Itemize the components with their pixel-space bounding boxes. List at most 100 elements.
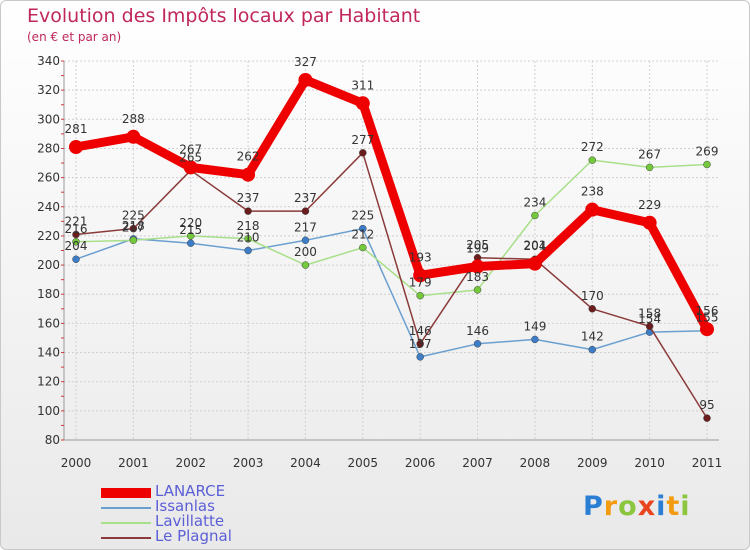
x-tick-label: 2004 [290, 456, 321, 470]
data-point-lavillatte [588, 156, 597, 164]
data-label-lavillatte: 269 [696, 144, 719, 158]
chart-title: Evolution des Impôts locaux par Habitant [27, 5, 421, 27]
data-point-le-plagnal [588, 305, 597, 313]
data-label-le-plagnal: 225 [122, 209, 145, 223]
data-point-lavillatte [359, 243, 367, 252]
data-label-issanlas: 154 [638, 312, 661, 326]
y-tick-label: 280 [37, 141, 60, 155]
x-tick-label: 2001 [118, 456, 149, 470]
series-line-issanlas [75, 227, 708, 358]
data-point-lanarce [183, 160, 198, 175]
y-tick-label: 240 [37, 200, 60, 214]
y-tick-label: 340 [37, 54, 60, 68]
data-label-lanarce: 201 [523, 239, 546, 253]
data-label-lavillatte: 234 [523, 196, 546, 210]
logo-letter: P [583, 491, 604, 522]
x-axis: 2000 2001 2002 2003 2004 2005 2006 2007 2008 2009… [61, 439, 723, 470]
data-point-issanlas [588, 345, 597, 354]
data-label-issanlas: 137 [409, 337, 432, 351]
y-tick-label: 260 [37, 171, 60, 185]
logo-letter: o [618, 491, 638, 522]
data-label-le-plagnal: 95 [699, 398, 714, 412]
y-tick-label: 220 [37, 229, 60, 243]
data-point-le-plagnal [645, 322, 654, 331]
data-label-issanlas: 210 [237, 231, 260, 245]
data-point-lavillatte [645, 163, 654, 172]
data-point-issanlas [359, 224, 367, 233]
data-point-lanarce [355, 96, 370, 111]
data-point-lanarce [470, 259, 485, 274]
data-point-lavillatte [531, 211, 539, 220]
legend-label: LANARCE [155, 482, 226, 500]
data-label-issanlas: 142 [581, 330, 604, 344]
data-label-issanlas: 149 [523, 319, 546, 333]
data-point-issanlas [301, 236, 310, 245]
x-tick-label: 2000 [61, 456, 92, 470]
data-label-le-plagnal: 265 [179, 150, 202, 164]
legend-swatch [101, 522, 151, 524]
x-tick-label: 2003 [233, 456, 264, 470]
data-label-lanarce: 288 [122, 112, 145, 126]
logo-letter: i [656, 491, 667, 522]
data-point-lanarce [241, 167, 256, 182]
data-label-lanarce: 281 [65, 122, 88, 136]
chart-series [69, 72, 714, 422]
data-label-lanarce: 327 [294, 55, 317, 69]
y-tick-label: 200 [37, 258, 60, 272]
data-point-lavillatte [129, 236, 138, 245]
legend-swatch [101, 537, 151, 539]
data-point-issanlas [244, 246, 252, 255]
data-point-le-plagnal [244, 207, 252, 215]
data-label-le-plagnal: 237 [294, 191, 317, 205]
data-label-lavillatte: 217 [122, 220, 145, 234]
logo-letter: r [603, 491, 619, 522]
logo-letter: t [666, 491, 681, 522]
data-point-issanlas [72, 255, 80, 263]
logo-letter: i [680, 491, 691, 522]
data-label-lavillatte: 267 [638, 147, 661, 161]
data-point-lanarce [527, 256, 542, 271]
data-point-issanlas [531, 335, 539, 344]
data-point-lavillatte [186, 232, 195, 240]
data-point-lavillatte [244, 235, 252, 243]
data-label-lanarce: 229 [638, 198, 661, 212]
series-line-lavillatte [75, 159, 708, 297]
y-axis: 80 100 120 140 160 180 200 220 240 260 280 300 320 34… [37, 54, 65, 447]
logo-letter: x [637, 491, 657, 522]
data-label-lanarce: 238 [581, 185, 604, 199]
data-label-lavillatte: 218 [237, 219, 260, 233]
legend-label: Lavillatte [155, 512, 225, 530]
series-line-le-plagnal [75, 152, 708, 419]
data-point-lavillatte [703, 160, 711, 169]
x-tick-label: 2011 [692, 456, 723, 470]
data-point-lavillatte [72, 238, 80, 246]
data-label-lavillatte: 183 [466, 270, 489, 284]
data-label-le-plagnal: 204 [523, 239, 546, 253]
data-label-le-plagnal: 158 [638, 306, 661, 320]
data-label-lavillatte: 216 [65, 222, 88, 236]
data-label-le-plagnal: 170 [581, 289, 604, 303]
data-label-le-plagnal: 146 [409, 324, 432, 338]
data-point-le-plagnal [301, 207, 310, 215]
data-label-issanlas: 155 [696, 311, 719, 325]
data-label-issanlas: 217 [294, 220, 317, 234]
data-label-le-plagnal: 221 [65, 214, 88, 228]
x-tick-label: 2002 [175, 456, 206, 470]
proxiti-logo: Proxiti [583, 491, 691, 522]
data-point-lavillatte [416, 291, 424, 300]
data-label-le-plagnal: 277 [351, 133, 374, 147]
data-point-lavillatte [301, 261, 310, 269]
data-point-lanarce [642, 215, 657, 230]
data-label-lavillatte: 220 [179, 216, 202, 230]
data-point-le-plagnal [72, 230, 80, 239]
data-label-issanlas: 215 [179, 223, 202, 237]
data-label-lanarce: 199 [466, 242, 489, 256]
data-label-issanlas: 204 [65, 239, 88, 253]
x-tick-label: 2007 [462, 456, 493, 470]
x-tick-label: 2010 [634, 456, 665, 470]
data-point-lanarce [700, 322, 714, 337]
data-label-issanlas: 146 [466, 324, 489, 338]
data-point-lanarce [413, 268, 428, 283]
